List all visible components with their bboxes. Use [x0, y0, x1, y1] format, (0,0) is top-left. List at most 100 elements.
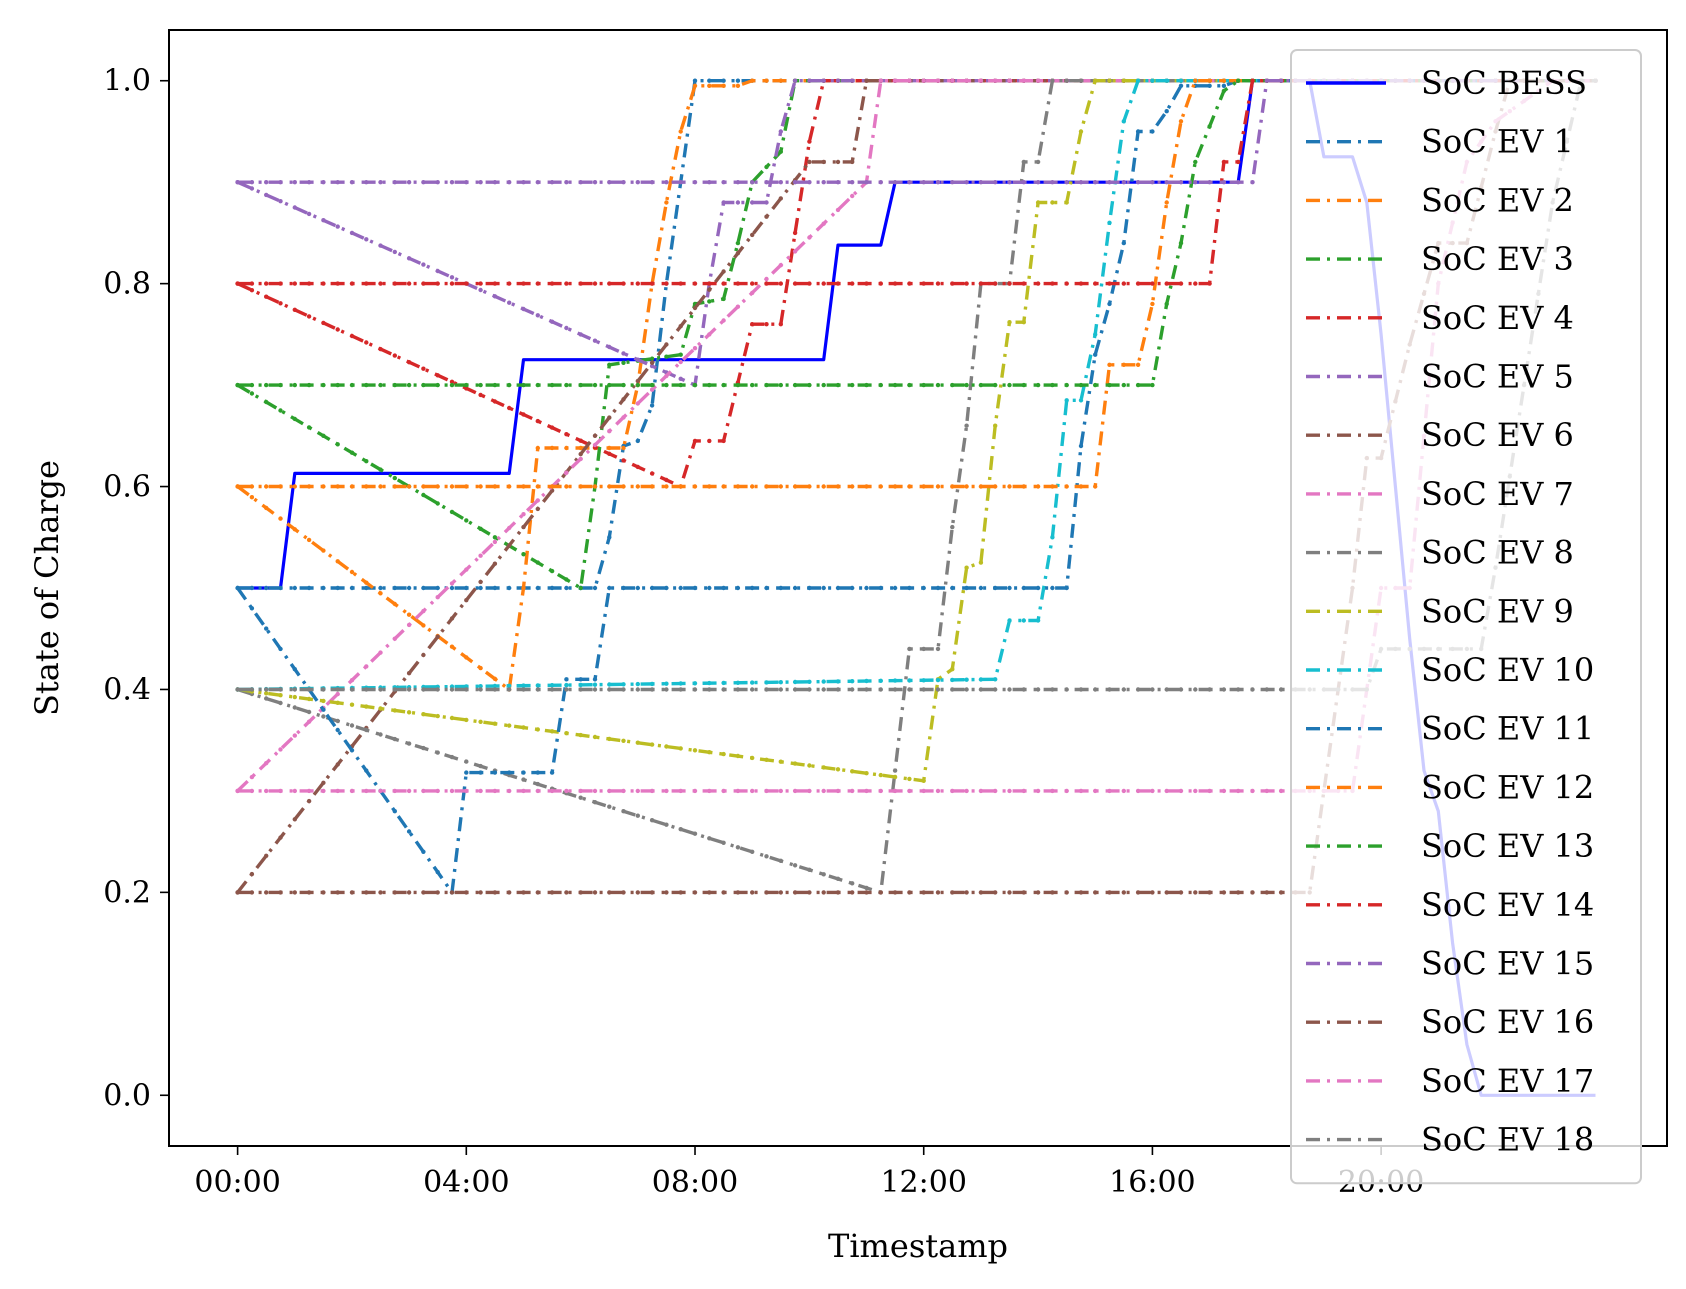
data-point: [621, 281, 626, 286]
data-point: [978, 677, 984, 682]
data-point: [335, 281, 340, 286]
data-point: [592, 338, 598, 343]
data-point: [1207, 281, 1212, 286]
data-point: [807, 235, 812, 240]
data-point: [950, 281, 955, 286]
data-point: [464, 180, 469, 185]
data-point: [464, 759, 469, 764]
data-point: [278, 646, 283, 652]
data-point: [578, 445, 583, 451]
series-line: [237, 79, 1596, 692]
data-point: [564, 677, 569, 682]
data-point: [392, 736, 397, 742]
data-point: [521, 412, 526, 417]
data-point: [1236, 180, 1241, 185]
legend-item: SoC EV 17: [1306, 1062, 1594, 1100]
data-point: [878, 585, 883, 591]
legend-item: SoC EV 7: [1306, 475, 1574, 513]
data-point: [864, 788, 869, 794]
data-point: [564, 890, 569, 895]
data-point: [235, 687, 240, 692]
data-point: [507, 543, 512, 548]
data-point: [764, 281, 769, 286]
data-point: [821, 382, 826, 388]
data-point: [1236, 788, 1241, 794]
data-point: [807, 484, 812, 489]
data-point: [321, 180, 326, 185]
data-point: [292, 307, 297, 312]
data-point: [306, 281, 312, 286]
data-point: [292, 484, 297, 489]
data-point: [492, 539, 498, 545]
data-point: [1064, 78, 1069, 83]
y-tick-label: 0.2: [103, 875, 151, 910]
data-point: [807, 159, 812, 165]
data-point: [607, 682, 612, 687]
data-point: [292, 694, 297, 700]
data-point: [678, 484, 683, 489]
data-point: [306, 798, 312, 804]
data-point: [835, 180, 841, 185]
legend-label: SoC EV 9: [1421, 592, 1574, 630]
data-point: [421, 745, 426, 751]
data-point: [335, 224, 340, 229]
x-tick-label: 12:00: [880, 1165, 966, 1200]
data-point: [750, 890, 755, 895]
data-point: [921, 180, 926, 185]
data-point: [1064, 200, 1069, 205]
data-point: [792, 382, 798, 388]
data-point: [707, 484, 712, 489]
data-point: [392, 382, 397, 388]
data-point: [1035, 200, 1041, 205]
data-point: [478, 553, 483, 558]
data-point: [621, 687, 626, 692]
data-point: [807, 78, 812, 83]
data-point: [850, 881, 855, 886]
data-point: [1207, 788, 1212, 794]
data-point: [335, 687, 340, 692]
data-point: [249, 382, 255, 388]
data-point: [364, 890, 369, 895]
data-point: [721, 318, 726, 323]
data-point: [664, 180, 669, 185]
data-point: [1107, 382, 1112, 388]
data-point: [392, 809, 397, 814]
data-point: [449, 581, 455, 586]
data-point: [649, 387, 655, 392]
data-point: [421, 712, 426, 717]
data-point: [392, 687, 397, 692]
data-point: [535, 890, 540, 895]
data-point: [435, 713, 440, 719]
data-point: [278, 408, 283, 413]
data-point: [993, 788, 998, 794]
data-point: [349, 723, 355, 728]
data-point: [764, 322, 769, 327]
data-point: [607, 382, 612, 388]
data-point: [249, 288, 255, 293]
data-point: [406, 687, 412, 692]
data-point: [707, 281, 712, 286]
data-point: [649, 687, 655, 692]
data-point: [349, 890, 355, 895]
data-point: [821, 872, 826, 877]
data-point: [321, 320, 326, 326]
data-point: [850, 159, 855, 165]
data-point: [621, 180, 626, 185]
data-point: [421, 788, 426, 794]
data-point: [621, 809, 626, 814]
data-point: [1078, 788, 1084, 794]
data-point: [449, 715, 455, 721]
data-point: [1050, 484, 1055, 489]
data-point: [1221, 88, 1227, 94]
data-point: [835, 159, 841, 165]
data-point: [864, 687, 869, 692]
data-point: [1178, 180, 1184, 185]
data-point: [521, 788, 526, 794]
data-point: [1135, 687, 1141, 692]
data-point: [592, 800, 598, 805]
data-point: [278, 700, 283, 706]
data-point: [935, 646, 941, 652]
data-point: [792, 679, 798, 685]
data-point: [964, 890, 969, 895]
data-point: [778, 687, 783, 692]
